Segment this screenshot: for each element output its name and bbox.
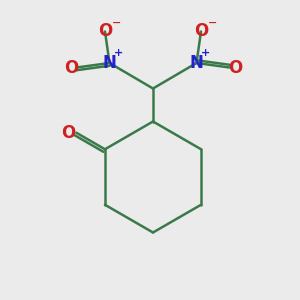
- Text: −: −: [112, 17, 121, 28]
- Text: N: N: [103, 54, 116, 72]
- Text: −: −: [208, 17, 217, 28]
- Text: O: O: [194, 22, 208, 40]
- Text: O: O: [98, 22, 112, 40]
- Text: O: O: [61, 124, 75, 142]
- Text: +: +: [114, 48, 123, 59]
- Text: N: N: [190, 54, 203, 72]
- Text: +: +: [201, 48, 210, 59]
- Text: O: O: [228, 58, 242, 76]
- Text: O: O: [64, 58, 78, 76]
